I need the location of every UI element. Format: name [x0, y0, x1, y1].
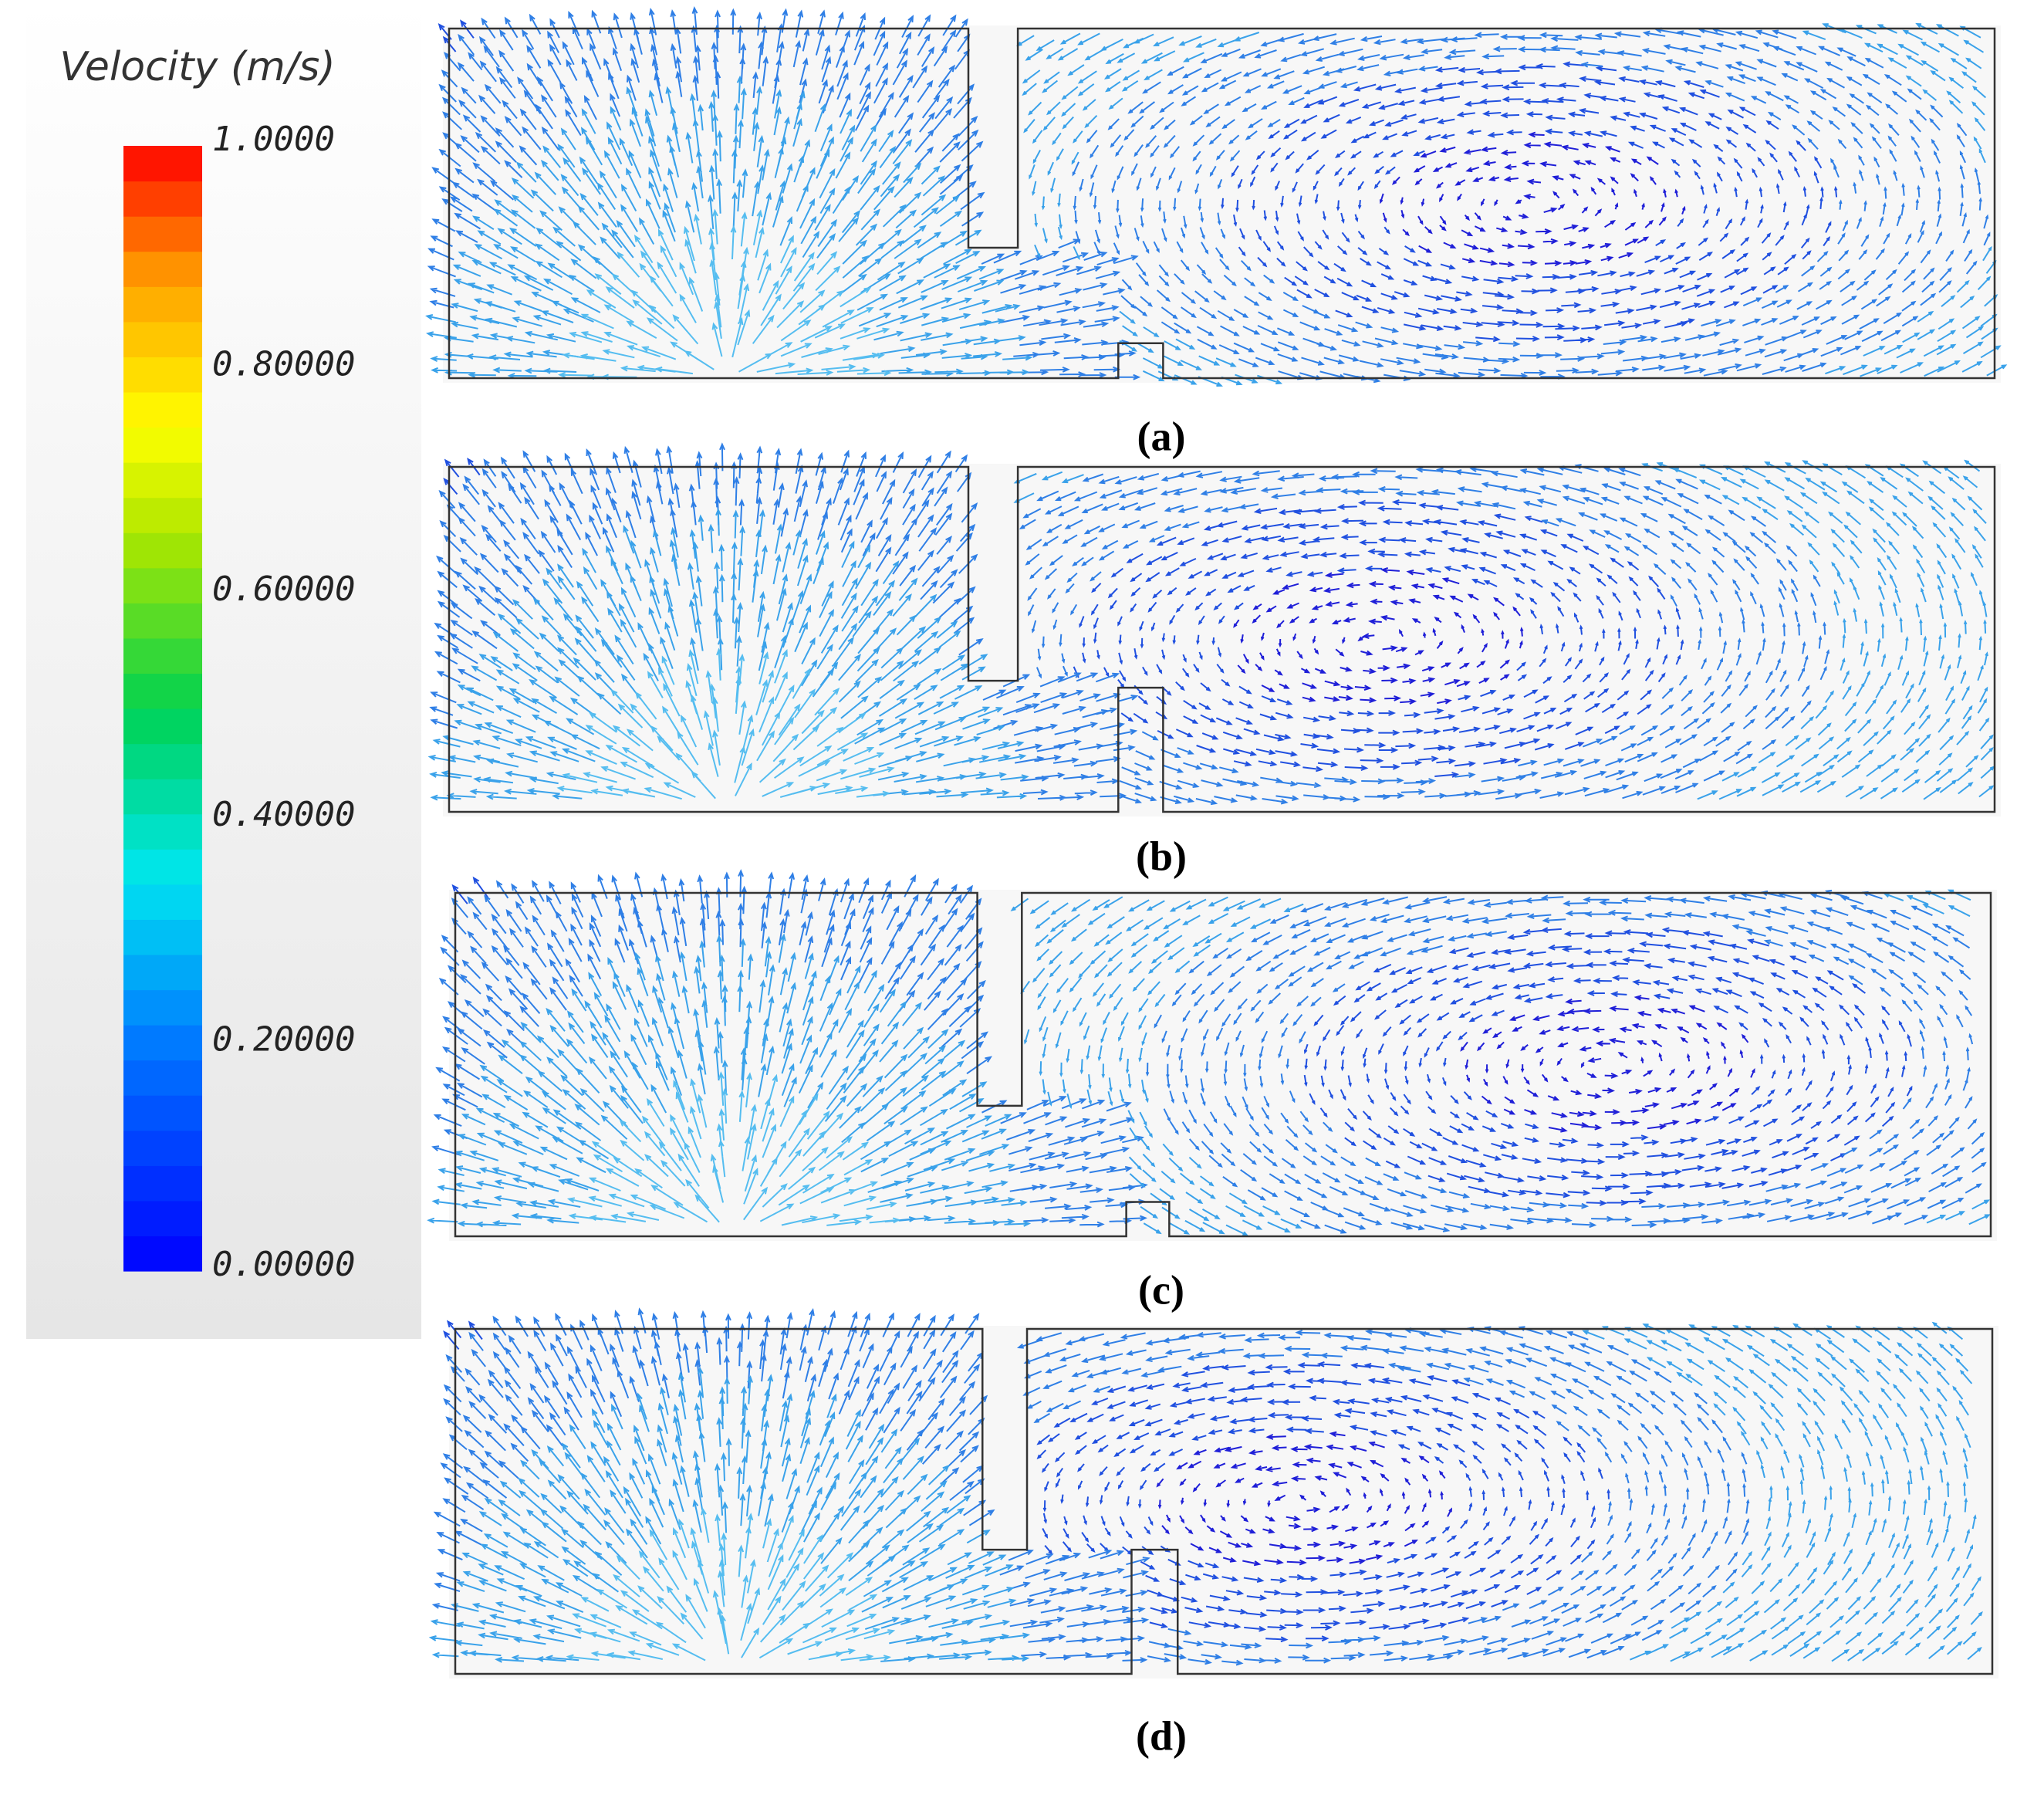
- velocity-vectors: [427, 459, 1995, 801]
- colorbar-band: [123, 813, 202, 850]
- colorbar-band: [123, 1060, 202, 1096]
- velocity-vectors: [431, 1307, 1750, 1666]
- colorbar-band: [123, 708, 202, 745]
- velocity-vectors: [1379, 131, 1686, 268]
- velocity-vectors: [566, 1507, 896, 1662]
- velocity-vectors: [556, 647, 895, 800]
- colorbar-band: [123, 391, 202, 428]
- colorbar-tick-label: 0.40000: [212, 795, 355, 834]
- velocity-vectors: [451, 876, 1913, 1206]
- velocity-vectors: [425, 22, 2008, 387]
- velocity-vectors: [443, 457, 1684, 778]
- colorbar-tick-label: 0.60000: [212, 570, 355, 609]
- panel-background: [449, 890, 1997, 1241]
- legend-title: Velocity (m/s): [59, 44, 335, 90]
- colorbar-band: [123, 427, 202, 463]
- colorbar-tick-label: 1.0000: [212, 120, 335, 159]
- colorbar-band: [123, 146, 202, 182]
- colorbar: 1.0000 0.80000 0.60000 0.40000 0.20000 0.0000…: [123, 120, 355, 1284]
- velocity-vectors: [429, 442, 1830, 806]
- colorbar-band: [123, 1200, 202, 1237]
- domain-outline: [454, 1327, 1994, 1675]
- velocity-vectors: [1233, 566, 1524, 705]
- velocity-vectors: [1460, 995, 1755, 1133]
- colorbar-band: [123, 1095, 202, 1131]
- panel-background: [443, 464, 2001, 816]
- colorbar-band: [123, 779, 202, 815]
- panels: (a) (b) (c) (d): [425, 5, 2008, 1759]
- colorbar-band: [123, 884, 202, 920]
- colorbar-band: [123, 849, 202, 885]
- domain-outline: [448, 465, 1996, 813]
- colorbar-band: [123, 743, 202, 779]
- colorbar-band: [123, 1236, 202, 1272]
- panel-background: [449, 1326, 1998, 1678]
- domain-outline: [448, 27, 1996, 380]
- colorbar-tick-label: 0.80000: [212, 345, 355, 384]
- velocity-vectors: [558, 208, 892, 380]
- panel-label: (b): [1136, 833, 1187, 879]
- panel-label: (c): [1138, 1266, 1184, 1313]
- colorbar-band: [123, 1130, 202, 1166]
- colorbar-band: [123, 637, 202, 674]
- colorbar-band: [123, 462, 202, 499]
- colorbar-band: [123, 286, 202, 323]
- colorbar-band: [123, 321, 202, 357]
- colorbar-band: [123, 954, 202, 991]
- colorbar-band: [123, 603, 202, 639]
- colorbar-band: [123, 919, 202, 955]
- colorbar-band: [123, 216, 202, 252]
- colorbar-band: [123, 1165, 202, 1202]
- colorbar-band: [123, 567, 202, 603]
- panel-label: (a): [1137, 413, 1186, 459]
- legend-panel: [26, 0, 421, 1339]
- velocity-vectors: [428, 1321, 1983, 1663]
- colorbar-band: [123, 673, 202, 709]
- velocity-vectors: [427, 889, 1991, 1236]
- colorbar-band: [123, 251, 202, 287]
- colorbar-tick-label: 0.20000: [212, 1019, 355, 1059]
- colorbar-band: [123, 497, 202, 533]
- domain-outline: [454, 891, 1992, 1238]
- colorbar-band: [123, 181, 202, 217]
- colorbar-tick-label: 0.00000: [212, 1245, 355, 1284]
- colorbar-band: [123, 989, 202, 1026]
- colorbar-band: [123, 357, 202, 393]
- velocity-vectors: [1156, 1431, 1453, 1567]
- colorbar-band: [123, 532, 202, 569]
- velocity-vectors: [438, 19, 1838, 343]
- velocity-vectors: [566, 1071, 901, 1226]
- panel-label: (d): [1136, 1712, 1187, 1759]
- colorbar-band: [123, 1025, 202, 1061]
